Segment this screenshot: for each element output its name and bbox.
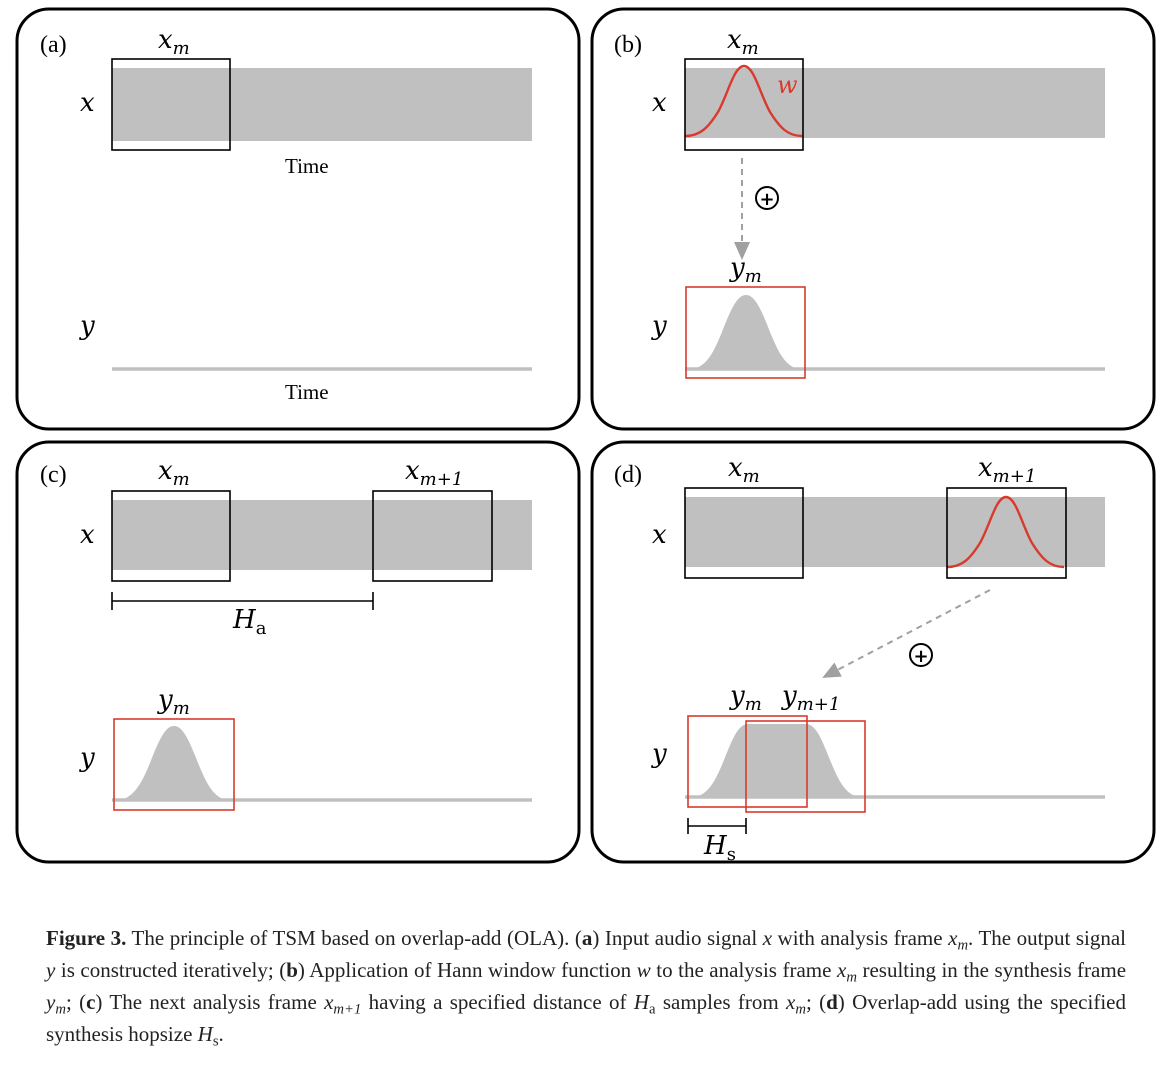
synthesis-frame-ym	[113, 718, 235, 811]
analysis-frame-xm	[684, 58, 804, 151]
Hs-label: Hs	[703, 831, 736, 865]
svg-text:+: +	[759, 189, 774, 210]
Ha-label: Ha	[232, 605, 267, 639]
time-axis-label-bottom: Time	[285, 380, 329, 404]
x-row-label: x	[652, 88, 667, 118]
time-axis-label-top: Time	[285, 154, 329, 178]
xm-label: xm	[727, 25, 759, 59]
y-row-label: y	[79, 311, 95, 341]
overlap-add-icon: +	[755, 186, 779, 210]
panel-d-border	[590, 440, 1156, 864]
xm1-label: xm+1	[978, 453, 1036, 487]
hann-window-curve	[684, 64, 803, 138]
panel-d: (d) xm xm+1 x + ym ym+1 y Hs	[590, 440, 1156, 865]
panel-b-label: (b)	[614, 32, 642, 58]
panel-c: (c) xm xm+1 x Ha ym y	[15, 440, 581, 864]
x-row-label: x	[80, 520, 95, 550]
analysis-hopsize-bracket	[111, 592, 374, 610]
y-row-label: y	[651, 311, 667, 341]
panel-a: (a) xm x Time y Time	[15, 7, 581, 431]
analysis-frame-xm	[111, 490, 231, 582]
x-row-label: x	[652, 520, 667, 550]
synthesis-frame-hump	[112, 726, 234, 801]
dashed-arrow	[822, 589, 991, 678]
analysis-frame-xm1	[372, 490, 493, 582]
ym-label: ym	[157, 685, 190, 719]
panel-b-border	[590, 7, 1156, 431]
hann-window-curve	[946, 495, 1065, 569]
figure-3: (a) xm x Time y Time (b) xm w x + ym y (…	[15, 7, 1156, 865]
analysis-frame-xm1	[946, 487, 1067, 579]
xm-label: xm	[728, 453, 760, 487]
panel-c-border	[15, 440, 581, 864]
analysis-frame-xm	[684, 487, 804, 579]
synthesis-frame-ym	[685, 286, 806, 379]
synthesis-hopsize-bracket	[687, 818, 747, 834]
synthesis-frame-ym1	[745, 720, 866, 813]
overlap-add-output-shape	[687, 724, 866, 798]
panel-a-label: (a)	[40, 32, 67, 58]
synthesis-frame-ym	[687, 715, 808, 808]
overlap-add-icon: +	[909, 643, 933, 667]
input-signal-band	[112, 68, 532, 141]
svg-text:+: +	[913, 646, 928, 667]
input-signal-band	[685, 68, 1105, 138]
panel-b: (b) xm w x + ym y	[590, 7, 1156, 431]
figure-caption: Figure 3. The principle of TSM based on …	[46, 926, 1127, 1050]
synthesis-frame-hump	[685, 295, 806, 370]
input-signal-band	[685, 497, 1105, 567]
panel-d-label: (d)	[614, 462, 642, 488]
panel-c-label: (c)	[40, 462, 67, 488]
ym1-label: ym+1	[781, 681, 840, 715]
xm-label: xm	[158, 25, 190, 59]
window-w-label: w	[777, 71, 798, 99]
ym-label: ym	[729, 681, 762, 715]
input-signal-band	[112, 500, 532, 570]
ym-label: ym	[729, 253, 762, 287]
analysis-frame-xm	[111, 58, 231, 151]
xm1-label: xm+1	[405, 456, 463, 490]
y-row-label: y	[79, 743, 95, 773]
panel-a-border	[15, 7, 581, 431]
xm-label: xm	[158, 456, 190, 490]
y-row-label: y	[651, 739, 667, 769]
x-row-label: x	[80, 88, 95, 118]
